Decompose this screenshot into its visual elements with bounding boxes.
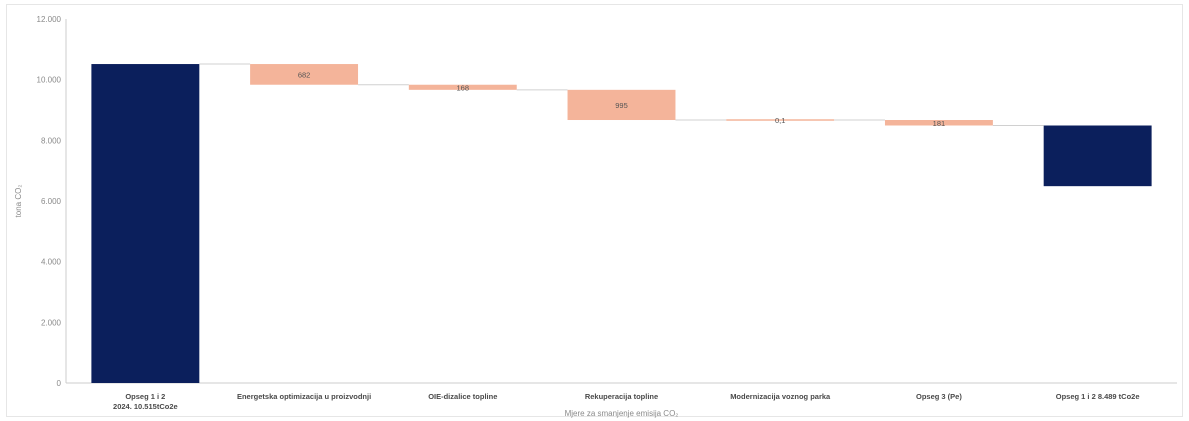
data-label: 168 (457, 83, 470, 92)
y-tick-label: 12.000 (37, 15, 62, 24)
y-tick-label: 10.000 (37, 76, 62, 85)
bar-5 (726, 119, 835, 121)
chart-frame: 0 2.000 4.000 6.000 8.000 10.000 12.000 tona CO… (6, 4, 1183, 418)
data-label: 181 (933, 119, 946, 128)
x-category-label: Energetska optimizacija u proizvodnji (237, 392, 371, 401)
bar-7 (1043, 125, 1152, 187)
x-category-label: Opseg 1 i 2 8.489 tCo2e (1056, 392, 1140, 401)
y-tick-label: 4.000 (41, 258, 62, 267)
y-tick-label: 2.000 (41, 318, 62, 327)
y-axis-title: tona CO₂ (14, 185, 23, 218)
y-tick-label: 6.000 (41, 197, 62, 206)
x-axis-title: Mjere za smanjenje emisija CO₂ (565, 409, 679, 418)
x-category-label: Rekuperacija topline (585, 392, 658, 401)
x-category-label: Opseg 1 i 2 (125, 392, 165, 401)
y-tick-label: 8.000 (41, 136, 62, 145)
waterfall-chart: 0 2.000 4.000 6.000 8.000 10.000 12.000 tona CO… (14, 15, 1177, 418)
bar-3 (408, 84, 517, 90)
x-category-label: Opseg 3 (Pe) (916, 392, 962, 401)
bar-1 (91, 64, 200, 384)
data-label: 682 (298, 70, 311, 79)
y-tick-label: 0 (57, 379, 62, 388)
x-category-label: 2024. 10.515tCo2e (113, 402, 178, 411)
bar-4 (567, 89, 676, 121)
data-label: 995 (615, 101, 628, 110)
data-label: 0,1 (775, 116, 785, 125)
x-category-label: Modernizacija voznog parka (730, 392, 831, 401)
bar-6 (884, 120, 993, 126)
bar-2 (250, 64, 359, 85)
x-category-label: OIE-dizalice topline (428, 392, 497, 401)
